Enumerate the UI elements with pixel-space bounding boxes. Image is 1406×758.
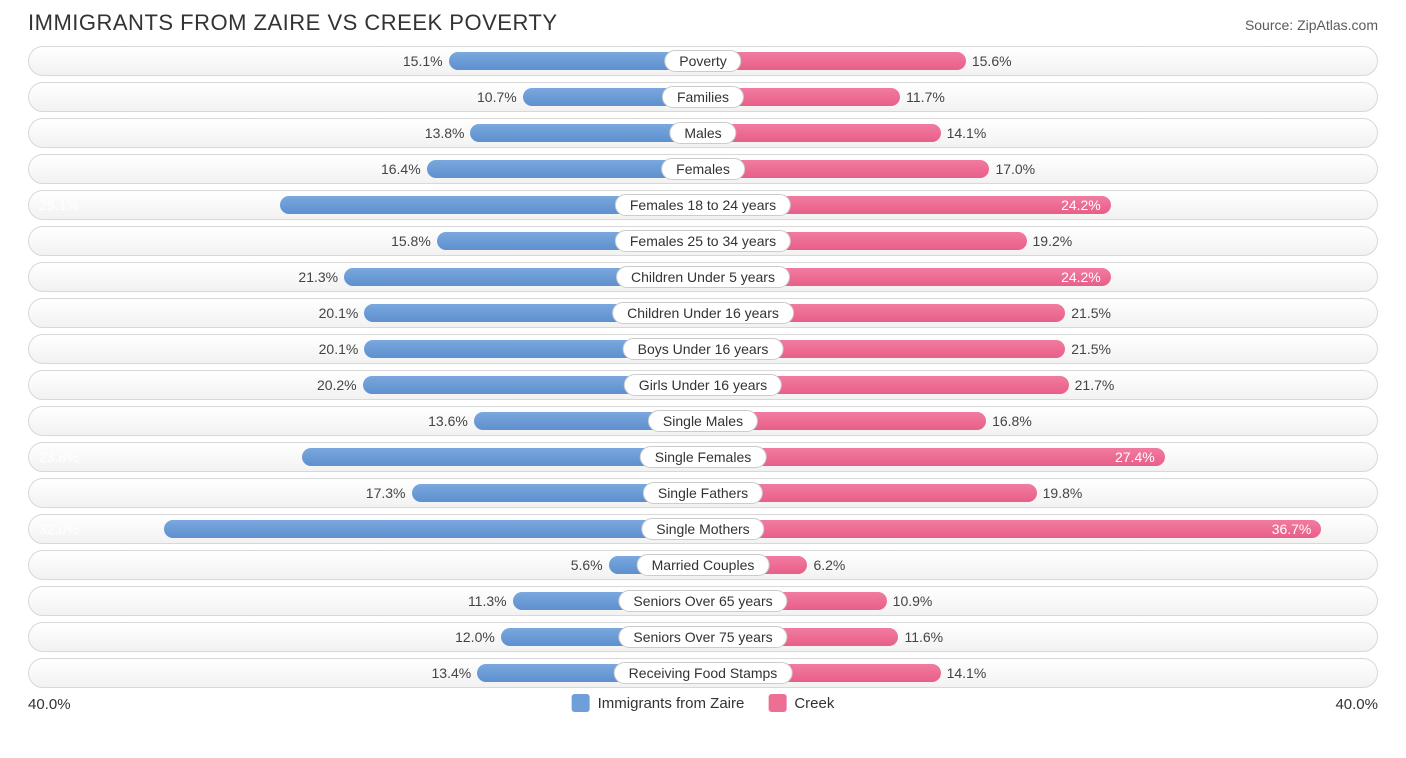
bar-row: 20.2% 21.7% Girls Under 16 years xyxy=(28,370,1378,400)
value-right: 21.5% xyxy=(1065,335,1111,363)
value-right: 27.4% xyxy=(703,443,1165,471)
legend: Immigrants from Zaire Creek xyxy=(572,694,835,712)
bar-row: 13.8% 14.1% Males xyxy=(28,118,1378,148)
bar-row: 20.1% 21.5% Children Under 16 years xyxy=(28,298,1378,328)
bar-row: 12.0% 11.6% Seniors Over 75 years xyxy=(28,622,1378,652)
axis-max-right: 40.0% xyxy=(1335,696,1378,713)
value-left: 17.3% xyxy=(366,479,412,507)
bar-row: 15.8% 19.2% Females 25 to 34 years xyxy=(28,226,1378,256)
bar-right xyxy=(703,52,966,70)
category-label: Married Couples xyxy=(637,554,770,576)
value-right: 19.2% xyxy=(1027,227,1073,255)
value-left: 20.2% xyxy=(317,371,363,399)
category-label: Boys Under 16 years xyxy=(623,338,784,360)
bar-row: 13.6% 16.8% Single Males xyxy=(28,406,1378,436)
bar-row: 5.6% 6.2% Married Couples xyxy=(28,550,1378,580)
bar-row: 15.1% 15.6% Poverty xyxy=(28,46,1378,76)
category-label: Males xyxy=(669,122,736,144)
value-right: 15.6% xyxy=(966,47,1012,75)
bar-row: 17.3% 19.8% Single Fathers xyxy=(28,478,1378,508)
category-label: Girls Under 16 years xyxy=(624,374,782,396)
value-left: 21.3% xyxy=(298,263,344,291)
category-label: Receiving Food Stamps xyxy=(614,662,793,684)
axis-max-left: 40.0% xyxy=(28,696,71,713)
legend-swatch-right xyxy=(768,694,786,712)
bar-row: 16.4% 17.0% Females xyxy=(28,154,1378,184)
category-label: Children Under 5 years xyxy=(616,266,790,288)
value-left: 10.7% xyxy=(477,83,523,111)
category-label: Poverty xyxy=(664,50,741,72)
value-left: 15.1% xyxy=(403,47,449,75)
value-right: 16.8% xyxy=(986,407,1032,435)
bar-row: 13.4% 14.1% Receiving Food Stamps xyxy=(28,658,1378,688)
category-label: Children Under 16 years xyxy=(612,302,794,324)
bar-row: 10.7% 11.7% Families xyxy=(28,82,1378,112)
bar-row: 32.0% 36.7%Single Mothers xyxy=(28,514,1378,544)
chart-source: Source: ZipAtlas.com xyxy=(1245,17,1378,33)
bar-right xyxy=(703,160,989,178)
bar-row: 25.1%24.2%Females 18 to 24 years xyxy=(28,190,1378,220)
category-label: Females 18 to 24 years xyxy=(615,194,791,216)
value-right: 19.8% xyxy=(1037,479,1083,507)
bar-row: 11.3% 10.9% Seniors Over 65 years xyxy=(28,586,1378,616)
value-right: 21.5% xyxy=(1065,299,1111,327)
category-label: Females xyxy=(661,158,745,180)
value-right: 11.6% xyxy=(898,623,943,651)
value-left: 20.1% xyxy=(319,335,365,363)
category-label: Single Males xyxy=(648,410,758,432)
value-right: 21.7% xyxy=(1069,371,1115,399)
legend-label-right: Creek xyxy=(794,695,834,712)
category-label: Seniors Over 65 years xyxy=(618,590,787,612)
category-label: Seniors Over 75 years xyxy=(618,626,787,648)
value-left: 12.0% xyxy=(455,623,501,651)
value-left: 5.6% xyxy=(571,551,609,579)
value-right: 14.1% xyxy=(941,119,987,147)
value-right: 36.7% xyxy=(703,515,1321,543)
legend-item-left: Immigrants from Zaire xyxy=(572,694,745,712)
category-label: Single Fathers xyxy=(643,482,763,504)
category-label: Females 25 to 34 years xyxy=(615,230,791,252)
bar-row: 23.8% 27.4%Single Females xyxy=(28,442,1378,472)
value-right: 10.9% xyxy=(887,587,933,615)
value-left: 32.0% xyxy=(29,515,568,543)
category-label: Single Females xyxy=(640,446,767,468)
value-left: 15.8% xyxy=(391,227,437,255)
value-left: 13.6% xyxy=(428,407,474,435)
value-left: 23.8% xyxy=(29,443,430,471)
legend-label-left: Immigrants from Zaire xyxy=(598,695,745,712)
value-left: 20.1% xyxy=(319,299,365,327)
legend-swatch-left xyxy=(572,694,590,712)
bar-left xyxy=(470,124,703,142)
value-right: 6.2% xyxy=(807,551,845,579)
chart-header: IMMIGRANTS FROM ZAIRE VS CREEK POVERTY S… xyxy=(28,10,1378,46)
value-left: 16.4% xyxy=(381,155,427,183)
chart-footer: 40.0% 40.0% Immigrants from Zaire Creek xyxy=(28,694,1378,720)
value-left: 13.8% xyxy=(425,119,471,147)
legend-item-right: Creek xyxy=(768,694,834,712)
bar-row: 21.3%24.2%Children Under 5 years xyxy=(28,262,1378,292)
chart-title: IMMIGRANTS FROM ZAIRE VS CREEK POVERTY xyxy=(28,10,558,36)
category-label: Families xyxy=(662,86,744,108)
bar-row: 20.1% 21.5% Boys Under 16 years xyxy=(28,334,1378,364)
bar-right xyxy=(703,124,941,142)
chart-area: 15.1% 15.6% Poverty 10.7% 11.7% Families 13.8%… xyxy=(28,46,1378,688)
category-label: Single Mothers xyxy=(641,518,764,540)
value-right: 14.1% xyxy=(941,659,987,687)
value-left: 11.3% xyxy=(468,587,513,615)
value-right: 17.0% xyxy=(989,155,1035,183)
value-left: 13.4% xyxy=(432,659,478,687)
value-right: 11.7% xyxy=(900,83,945,111)
value-left: 25.1% xyxy=(29,191,452,219)
